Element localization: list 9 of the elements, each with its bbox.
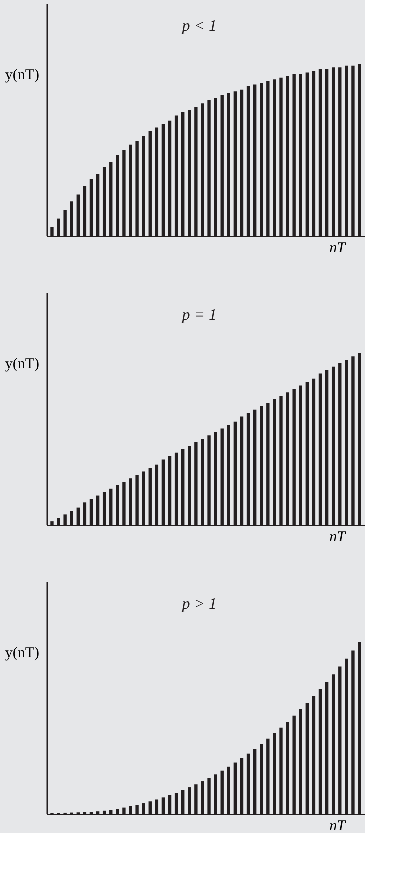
chart-title: p > 1 [181,596,218,613]
x-axis-title: nT [330,818,348,834]
chart-title: p = 1 [181,307,218,324]
x-axis-title: nT [330,240,348,256]
y-axis-title: y(nT) [5,68,40,84]
chart-title: p < 1 [181,18,218,35]
y-axis-title: y(nT) [5,356,40,373]
y-axis-title: y(nT) [5,646,40,662]
x-axis-title: nT [330,530,348,546]
